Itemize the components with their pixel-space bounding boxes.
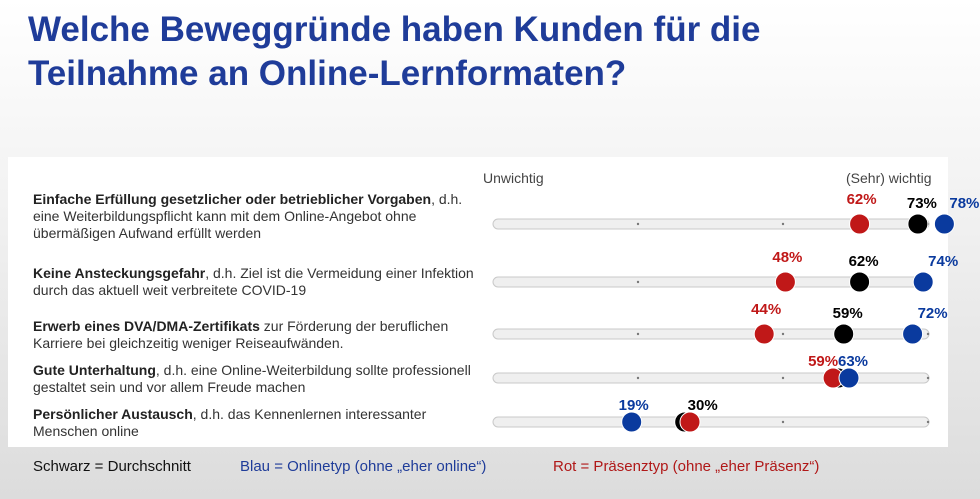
online-dot-row-5 [621,411,643,433]
track-tick-1-2 [781,222,785,226]
online-label-row-3: 72% [918,305,948,322]
track-row-5 [492,416,930,428]
category-label-2: Keine Ansteckungsgefahr, d.h. Ziel ist d… [33,265,483,299]
track-tick-5-3 [926,420,930,424]
praesenz-dot-row-5 [679,411,701,433]
average-dot-row-2 [849,271,871,293]
category-label-1: Einfache Erfüllung gesetzlicher oder bet… [33,191,483,242]
track-row-4 [492,372,930,384]
average-label-row-5: 30% [688,397,718,414]
category-rest-4: , d.h. eine Online-Weiterbildung sollte … [33,362,471,395]
legend-online: Blau = Onlinetyp (ohne „eher online“) [240,458,487,475]
track-tick-4-2 [781,376,785,380]
track-tick-3-3 [926,332,930,336]
category-label-5: Persönlicher Austausch, d.h. das Kennenl… [33,406,483,440]
legend-praesenz: Rot = Präsenztyp (ohne „eher Präsenz“) [553,458,820,475]
legend-average: Schwarz = Durchschnitt [33,458,191,475]
track-tick-3-2 [781,332,785,336]
praesenz-dot-row-2 [774,271,796,293]
category-bold-2: Keine Ansteckungsgefahr [33,265,206,281]
online-label-row-1: 78% [949,195,979,212]
online-dot-row-3 [902,323,924,345]
praesenz-dot-row-1 [849,213,871,235]
average-label-row-2: 62% [849,253,879,270]
praesenz-label-row-1: 62% [847,191,877,208]
average-dot-row-3 [833,323,855,345]
praesenz-dot-row-3 [753,323,775,345]
online-label-row-5: 19% [619,397,649,414]
average-dot-row-1 [907,213,929,235]
online-dot-row-2 [912,271,934,293]
track-tick-4-3 [926,376,930,380]
track-tick-3-1 [636,332,640,336]
category-bold-4: Gute Unterhaltung [33,362,156,378]
page-title: Welche Beweggründe haben Kunden für die … [28,8,968,96]
scale-low-label: Unwichtig [483,170,544,186]
title-line-2: Teilnahme an Online-Lernformaten? [28,54,627,93]
chart-panel [8,157,948,447]
online-label-row-2: 74% [928,253,958,270]
title-line-1: Welche Beweggründe haben Kunden für die [28,10,761,49]
track-tick-5-2 [781,420,785,424]
average-label-row-3: 59% [833,305,863,322]
category-bold-3: Erwerb eines DVA/DMA-Zertifikats [33,318,260,334]
category-rest-5: , d.h. das Kennenlernen interessanter Me… [33,406,427,439]
scale-high-label: (Sehr) wichtig [846,170,932,186]
online-dot-row-4 [838,367,860,389]
category-rest-2: , d.h. Ziel ist die Vermeidung einer Inf… [33,265,474,298]
average-label-row-1: 73% [907,195,937,212]
category-rest-3: zur Förderung der beruflichen Karriere b… [33,318,449,351]
praesenz-label-row-4: 59% [808,353,838,370]
category-label-3: Erwerb eines DVA/DMA-Zertifikats zur För… [33,318,483,352]
track-tick-1-1 [636,222,640,226]
praesenz-label-row-2: 48% [772,249,802,266]
category-bold-1: Einfache Erfüllung gesetzlicher oder bet… [33,191,432,207]
online-dot-row-1 [933,213,955,235]
praesenz-label-row-3: 44% [751,301,781,318]
track-tick-2-1 [636,280,640,284]
online-label-row-4: 63% [838,353,868,370]
track-tick-4-1 [636,376,640,380]
category-rest-1: , d.h. eine Weiterbildungspflicht kann m… [33,191,463,241]
category-bold-5: Persönlicher Austausch [33,406,193,422]
category-label-4: Gute Unterhaltung, d.h. eine Online-Weit… [33,362,483,396]
track-row-3 [492,328,930,340]
